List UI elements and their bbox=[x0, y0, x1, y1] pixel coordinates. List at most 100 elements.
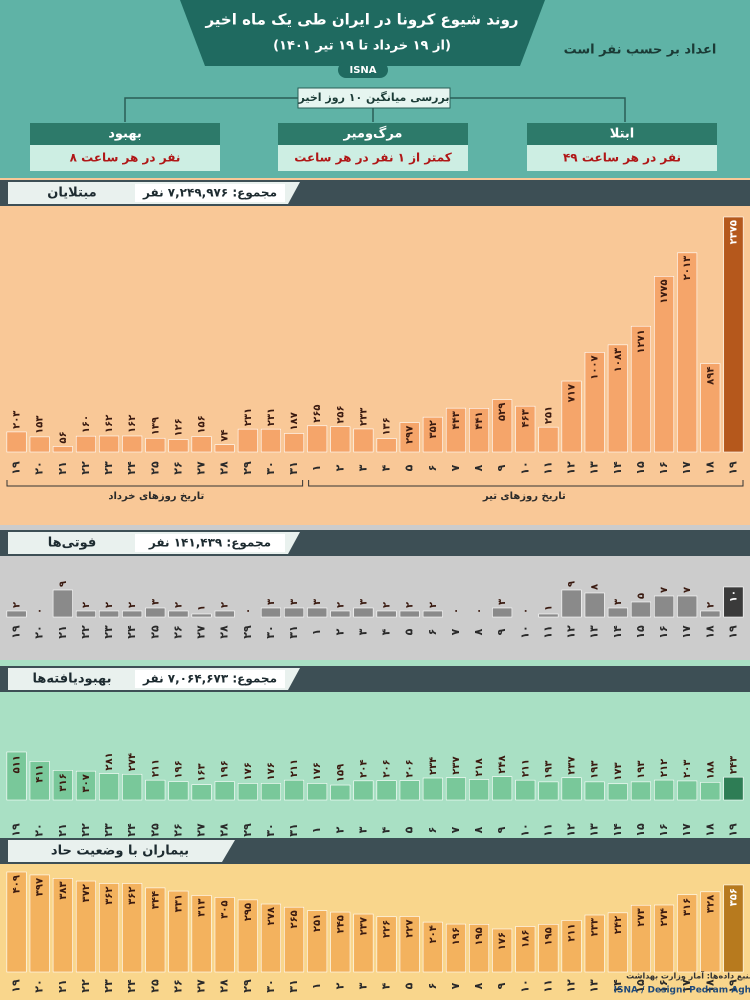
x-tick-label: ۲۱ bbox=[56, 823, 69, 836]
value-label: ۳۴۴ bbox=[150, 891, 161, 909]
value-label: ۳ bbox=[497, 599, 508, 605]
bar bbox=[307, 425, 328, 453]
x-tick-label: ۱۹ bbox=[10, 823, 23, 837]
x-tick-label: ۲۵ bbox=[148, 461, 161, 475]
group-label: تاریخ روزهای خرداد bbox=[108, 491, 204, 502]
x-tick-label: ۴ bbox=[380, 982, 393, 989]
x-tick-label: ۱ bbox=[310, 465, 323, 472]
x-tick-label: ۳۰ bbox=[264, 461, 277, 474]
value-label: ۳ bbox=[289, 599, 300, 605]
value-label: ۳۸۳ bbox=[58, 881, 69, 899]
x-tick-label: ۲۵ bbox=[148, 625, 161, 639]
x-tick-label: ۲۸ bbox=[218, 625, 231, 639]
bar bbox=[584, 781, 605, 801]
value-label: ۱ bbox=[197, 605, 208, 611]
value-label: ۵۱۱ bbox=[12, 755, 23, 773]
bar bbox=[376, 916, 397, 973]
bar bbox=[237, 428, 258, 453]
value-label: ۳ bbox=[613, 599, 624, 605]
bar bbox=[191, 436, 212, 453]
value-label: ۲۳۷ bbox=[358, 917, 369, 935]
bar bbox=[75, 435, 96, 453]
x-tick-label: ۱۷ bbox=[680, 823, 693, 837]
value-label: ۴۰۹ bbox=[12, 875, 23, 893]
bar bbox=[538, 613, 559, 618]
x-tick-label: ۲۰ bbox=[33, 625, 46, 638]
value-label: ۲۳۷۵ bbox=[728, 220, 739, 244]
value-label: ۲۷۴ bbox=[659, 908, 670, 926]
box-1: مرگ‌ومیر کمتر از ۱ نفر در هر ساعت bbox=[278, 123, 468, 171]
bar bbox=[677, 252, 698, 453]
value-label: ۲ bbox=[220, 602, 231, 608]
bar bbox=[723, 884, 744, 973]
bar bbox=[538, 924, 559, 973]
value-label: ۲۵۱ bbox=[312, 914, 323, 932]
bar bbox=[561, 589, 582, 618]
x-tick-label: ۵ bbox=[403, 826, 416, 833]
box-head bbox=[278, 123, 468, 145]
x-tick-label: ۷ bbox=[449, 628, 462, 635]
x-tick-label: ۴ bbox=[380, 464, 393, 471]
value-label: ۱۹۵ bbox=[543, 927, 554, 945]
bar bbox=[168, 890, 189, 973]
value-label: ۲۲۷ bbox=[405, 919, 416, 937]
x-tick-label: ۲۴ bbox=[125, 625, 138, 639]
x-tick-label: ۲۸ bbox=[218, 461, 231, 475]
value-label: ۱۶۲ bbox=[127, 415, 138, 433]
value-label: ۱۷۶ bbox=[266, 762, 277, 780]
bar bbox=[469, 779, 490, 801]
bar bbox=[145, 437, 166, 453]
x-tick-label: ۲۹ bbox=[241, 979, 254, 993]
bar bbox=[6, 610, 27, 618]
x-tick-label: ۲۴ bbox=[125, 979, 138, 993]
bar bbox=[284, 779, 305, 801]
box-text: ۴۹ نفر در هر ساعت bbox=[563, 151, 681, 165]
bar bbox=[99, 435, 120, 453]
x-tick-label: ۵ bbox=[403, 464, 416, 471]
bar bbox=[584, 592, 605, 618]
x-tick-label: ۳ bbox=[356, 982, 369, 989]
chart-total: مجموع: ۷,۲۴۹,۹۷۶ نفر bbox=[142, 186, 277, 201]
x-tick-label: ۲۶ bbox=[171, 625, 184, 638]
value-label: ۲۸۱ bbox=[104, 752, 115, 770]
bar bbox=[99, 773, 120, 801]
value-label: ۳ bbox=[358, 599, 369, 605]
x-tick-label: ۲۲ bbox=[79, 461, 92, 475]
value-label: ۲۴۸ bbox=[497, 755, 508, 773]
x-tick-label: ۲ bbox=[333, 464, 346, 471]
bar bbox=[237, 899, 258, 973]
bar bbox=[445, 407, 466, 453]
x-tick-label: ۱۲ bbox=[565, 823, 578, 837]
bar bbox=[492, 607, 513, 618]
bar bbox=[6, 431, 27, 453]
x-tick-label: ۹ bbox=[495, 982, 508, 989]
x-tick-label: ۲ bbox=[333, 628, 346, 635]
x-tick-label: ۲۷ bbox=[195, 625, 208, 639]
x-tick-label: ۱۲ bbox=[565, 625, 578, 639]
x-tick-label: ۱۵ bbox=[634, 823, 647, 837]
bar bbox=[654, 779, 675, 801]
x-tick-label: ۱۳ bbox=[588, 625, 601, 639]
bar bbox=[122, 773, 143, 801]
bar bbox=[214, 444, 235, 453]
value-label: ۱۳۶ bbox=[382, 417, 393, 435]
bar bbox=[561, 777, 582, 801]
value-label: ۱۷۷۵ bbox=[659, 279, 670, 303]
x-tick-label: ۴ bbox=[380, 826, 393, 833]
x-tick-label: ۱۹ bbox=[10, 625, 23, 639]
bar bbox=[399, 780, 420, 801]
x-tick-label: ۱۱ bbox=[541, 823, 554, 836]
box-label: ابتلا bbox=[610, 127, 635, 142]
bar bbox=[260, 428, 281, 453]
value-label: ۳۶۲ bbox=[127, 886, 138, 904]
x-tick-label: ۲۵ bbox=[148, 823, 161, 837]
value-label: ۲۴۵ bbox=[335, 915, 346, 933]
bar bbox=[723, 586, 744, 618]
value-label: ۱۹۳ bbox=[590, 761, 601, 779]
bar bbox=[353, 607, 374, 618]
x-tick-label: ۱۵ bbox=[634, 979, 647, 993]
value-label: ۴۴۱ bbox=[474, 411, 485, 429]
group-label: تاریخ روزهای تیر bbox=[482, 491, 566, 502]
value-label: ۲ bbox=[81, 602, 92, 608]
x-tick-label: ۲۸ bbox=[218, 979, 231, 993]
